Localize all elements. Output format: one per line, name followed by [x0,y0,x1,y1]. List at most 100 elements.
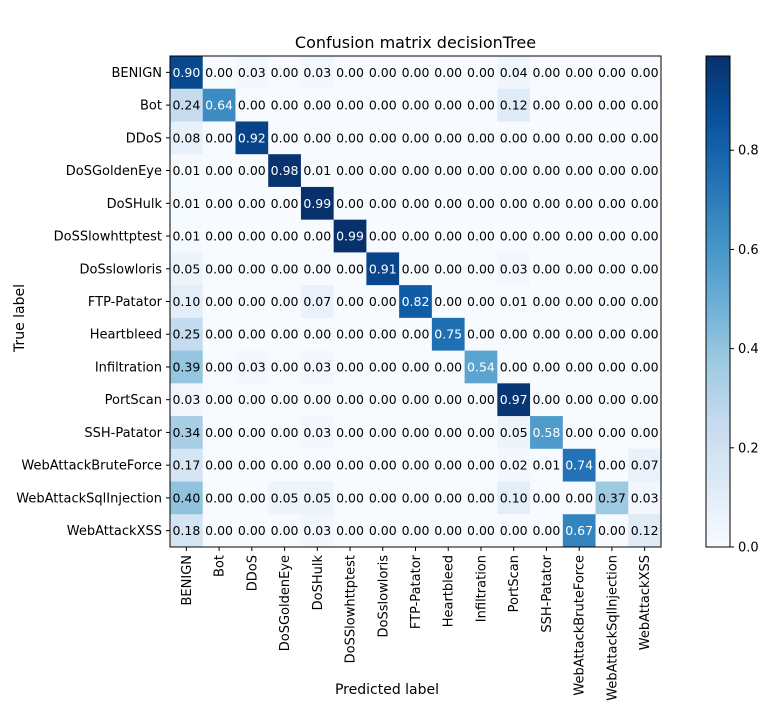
heatmap-cell-label: 0.10 [500,490,528,505]
heatmap-cell [300,285,335,319]
heatmap-cell-label: 0.00 [369,163,397,178]
heatmap-cell-label: 0.00 [402,196,430,211]
heatmap-cell-label: 0.00 [467,98,495,113]
heatmap-cell-label: 0.00 [336,261,364,276]
heatmap-cell [268,317,302,352]
heatmap-cell-label: 0.00 [303,327,331,342]
heatmap-cell [366,154,400,188]
heatmap-cell [530,481,564,515]
heatmap-cell [300,154,335,188]
x-tick-label: DoSslowloris [376,555,391,638]
heatmap-cell-label: 0.00 [533,359,561,374]
heatmap-cell [235,121,269,155]
heatmap-cell-label: 0.00 [467,490,495,505]
heatmap-cell [202,416,236,450]
heatmap-cell [595,154,629,188]
heatmap-cell-label: 0.03 [238,65,266,80]
heatmap-cell-label: 0.00 [303,130,331,145]
heatmap-cell [170,317,204,352]
heatmap-cell [595,350,629,384]
heatmap-cell-label: 0.12 [500,98,528,113]
heatmap-cell [464,383,498,417]
colorbar-tick-label: 0.6 [738,243,759,258]
heatmap-cell-label: 0.00 [303,98,331,113]
y-tick-label: WebAttackXSS [67,524,162,539]
heatmap-cell [170,252,204,286]
y-tick-label: DDoS [126,131,162,146]
y-tick-label: DoSSlowhttptest [54,230,162,245]
heatmap-cell [595,121,629,155]
heatmap-cell [366,252,400,286]
heatmap-cell [170,481,204,515]
heatmap-cell-label: 0.00 [271,294,299,309]
heatmap-cell-label: 0.54 [467,359,495,374]
heatmap-cell [497,154,531,188]
heatmap-cell-label: 0.00 [402,425,430,440]
heatmap-cell-label: 0.00 [402,327,430,342]
heatmap-cell-label: 0.00 [533,163,561,178]
heatmap-cell [235,416,269,450]
heatmap-cell [235,383,269,417]
heatmap-cell-label: 0.00 [402,130,430,145]
heatmap-cell-label: 0.00 [467,392,495,407]
heatmap-cell [202,219,236,253]
heatmap-cell [497,88,531,122]
heatmap-cell-label: 0.02 [500,458,528,473]
heatmap-cell [562,481,597,515]
heatmap-cell-label: 0.58 [533,425,561,440]
heatmap-cell [530,383,564,417]
heatmap-cell-label: 0.34 [172,425,200,440]
heatmap-cell [300,56,335,90]
heatmap-cell-label: 0.00 [336,425,364,440]
heatmap-cell-label: 0.04 [500,65,528,80]
heatmap-cell [268,285,302,319]
heatmap-cell [399,252,433,286]
heatmap-cells [170,56,662,548]
heatmap-cell [562,514,597,548]
x-axis-label: Predicted label [335,682,439,698]
heatmap-cell-label: 0.00 [369,65,397,80]
y-tick-label: DoSGoldenEye [66,164,162,179]
heatmap-cell [431,416,466,450]
heatmap-cell [268,481,302,515]
heatmap-cell-label: 0.00 [467,261,495,276]
heatmap-cell-label: 0.00 [565,327,593,342]
heatmap-cell-label: 0.00 [238,294,266,309]
heatmap-cell [268,121,302,155]
heatmap-cell [333,416,367,450]
x-tick-label: WebAttackBruteForce [573,555,588,696]
heatmap-cell [464,416,498,450]
heatmap-cell-label: 0.00 [434,425,462,440]
x-tick-label: BENIGN [180,555,195,606]
heatmap-cell-label: 0.64 [205,98,233,113]
heatmap-cell-label: 0.00 [303,392,331,407]
heatmap-cell [530,121,564,155]
heatmap-cell [235,514,269,548]
heatmap-cell [235,285,269,319]
heatmap-cell-label: 0.01 [172,229,200,244]
heatmap-cell [595,448,629,483]
heatmap-cell [170,448,204,483]
heatmap-cell [530,56,564,90]
heatmap-cell-label: 0.00 [631,196,659,211]
heatmap-cell-label: 0.00 [565,163,593,178]
heatmap-cell [464,285,498,319]
heatmap-cell [595,416,629,450]
heatmap-cell-label: 0.00 [434,523,462,538]
heatmap-cell [562,88,597,122]
heatmap-cell-label: 0.90 [172,65,200,80]
y-axis-ticks: BENIGN Bot DDoS DoSGoldenEye DoSHulk DoSSlowh… [16,66,170,539]
heatmap-cell [366,219,400,253]
heatmap-cell [366,448,400,483]
heatmap-cell [464,186,498,221]
heatmap-cell [268,186,302,221]
heatmap-cell [562,56,597,90]
heatmap-cell-label: 0.00 [205,229,233,244]
heatmap-cell-label: 0.00 [238,425,266,440]
heatmap-cell [628,219,662,253]
y-tick-label: SSH-Patator [84,426,162,441]
heatmap-cell [366,88,400,122]
heatmap-cell [497,56,531,90]
heatmap-cell [595,88,629,122]
heatmap-cell [431,481,466,515]
